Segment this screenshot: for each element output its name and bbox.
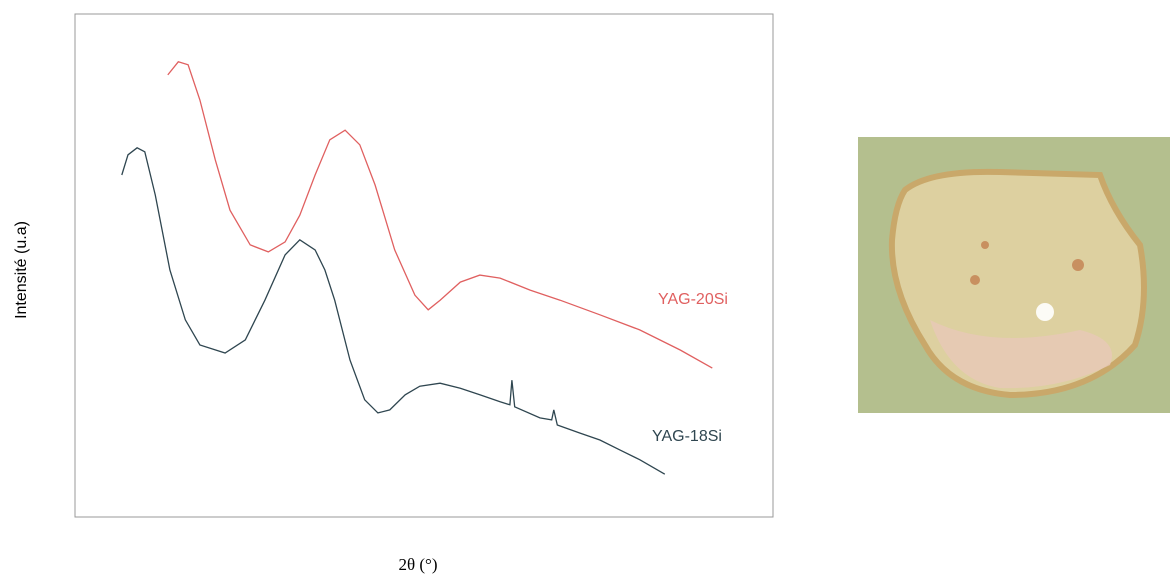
glass-bubble xyxy=(1072,259,1084,271)
y-axis-label: Intensité (u.a) xyxy=(13,221,30,319)
series-label: YAG-20Si xyxy=(658,291,728,308)
glass-highlight xyxy=(1036,303,1054,321)
glass-bubble xyxy=(981,241,989,249)
glass-tint xyxy=(930,320,1112,389)
series-label: YAG-18Si xyxy=(652,428,722,445)
plot-frame xyxy=(74,13,774,518)
x-axis-label: 2θ (°) xyxy=(398,555,437,574)
sample-photo xyxy=(858,137,1170,413)
series-line xyxy=(167,61,713,369)
series-line xyxy=(121,147,666,475)
glass-bubble xyxy=(970,275,980,285)
